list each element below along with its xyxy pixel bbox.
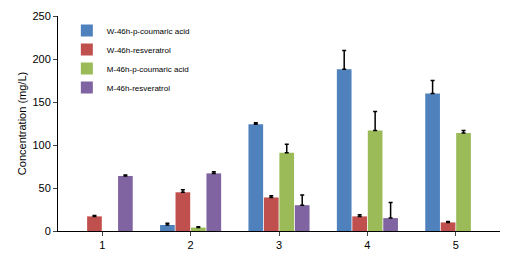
svg-text:150: 150 xyxy=(32,96,50,108)
svg-text:M-46h-resveratrol: M-46h-resveratrol xyxy=(107,84,170,93)
svg-text:2: 2 xyxy=(188,239,194,251)
svg-text:W-46h-p-coumaric acid: W-46h-p-coumaric acid xyxy=(107,27,190,36)
svg-text:4: 4 xyxy=(364,239,370,251)
svg-text:Concentration (mg/L): Concentration (mg/L) xyxy=(16,72,28,175)
svg-text:3: 3 xyxy=(276,239,282,251)
svg-text:250: 250 xyxy=(32,10,50,22)
svg-text:0: 0 xyxy=(45,225,51,237)
svg-text:200: 200 xyxy=(32,53,50,65)
svg-text:5: 5 xyxy=(453,239,459,251)
svg-text:1: 1 xyxy=(99,239,105,251)
svg-text:100: 100 xyxy=(32,139,50,151)
svg-text:W-46h-resveratrol: W-46h-resveratrol xyxy=(107,46,171,55)
svg-text:M-46h-p-coumaric acid: M-46h-p-coumaric acid xyxy=(107,65,189,74)
svg-text:50: 50 xyxy=(39,182,51,194)
